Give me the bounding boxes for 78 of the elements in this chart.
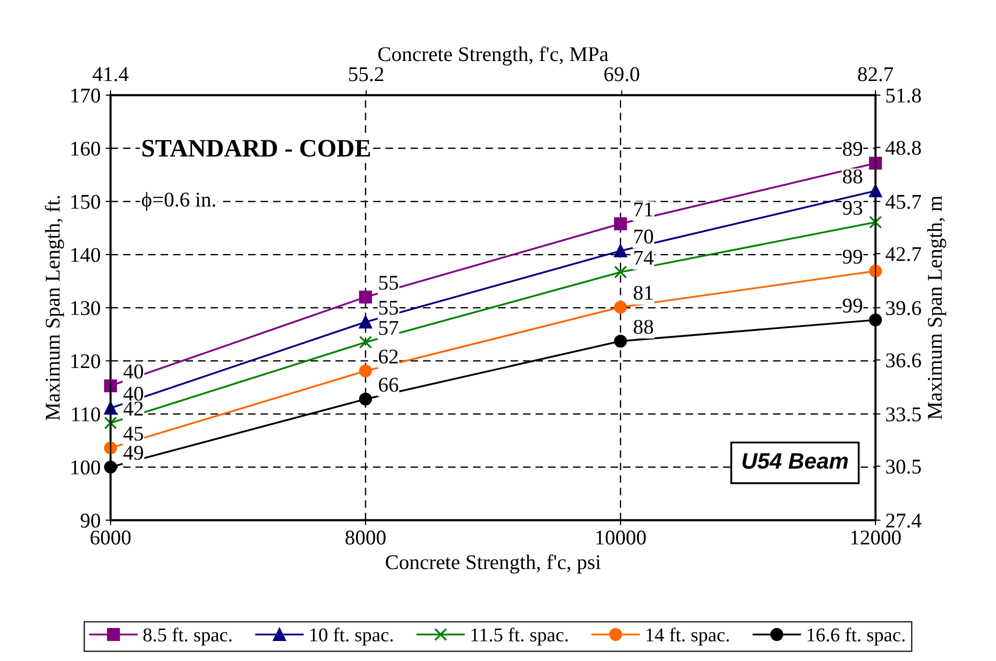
point <box>869 216 882 229</box>
point <box>614 217 627 230</box>
annotation: STANDARD - CODE <box>142 140 370 157</box>
annotation: 49 <box>123 446 144 460</box>
y-tick-label: 110 <box>72 407 100 422</box>
x-axis-title: Concrete Strength, f'c, psi <box>386 554 601 574</box>
y2-tick-label: 42.7 <box>886 247 922 262</box>
x-tick-label: 10000 <box>596 530 646 545</box>
y2-tick-label: 33.5 <box>886 407 921 422</box>
annotation: 66 <box>378 378 398 392</box>
y-tick-label: 160 <box>71 142 100 156</box>
annotation: ϕ=0.6 in. <box>142 192 216 211</box>
annotation: 62 <box>378 350 398 364</box>
y2-tick-label: 48.8 <box>886 140 921 155</box>
x-tick-label: 8000 <box>345 530 386 545</box>
y2-tick-label: 51.8 <box>886 88 921 103</box>
y-axis-title: Maximum Span Length, ft. <box>44 196 64 420</box>
x2-tick-label: 69.0 <box>604 67 640 82</box>
y2-tick-label: 30.5 <box>886 460 921 474</box>
x-tick-label: 6000 <box>90 530 131 545</box>
y-tick-label: 170 <box>71 88 100 103</box>
point <box>869 156 882 170</box>
y2-tick-label: 36.6 <box>886 353 922 368</box>
point <box>869 313 882 326</box>
point <box>869 264 882 278</box>
point <box>359 316 372 328</box>
point <box>359 392 372 406</box>
point <box>614 244 627 258</box>
annotation: 70 <box>634 230 654 244</box>
annotation: 55 <box>379 276 398 290</box>
y2-tick-label: 39.6 <box>886 301 922 316</box>
annotation: 55 <box>379 300 398 315</box>
y2-tick-label: 45.7 <box>886 194 922 209</box>
point <box>359 336 372 349</box>
point <box>869 184 882 198</box>
point <box>104 402 118 415</box>
annotation: 89 <box>842 142 862 156</box>
x2-axis-title: Concrete Strength, f'c, MPa <box>378 46 608 66</box>
legend-label: 11.5 ft. spac. <box>472 628 568 646</box>
annotation: 40 <box>123 364 144 379</box>
point <box>614 334 627 348</box>
y-tick-label: 100 <box>71 460 100 475</box>
annotation: 88 <box>634 320 654 334</box>
point <box>104 460 118 474</box>
annotation: 71 <box>634 202 653 216</box>
point <box>614 300 627 314</box>
y-tick-label: 120 <box>71 354 100 368</box>
y-tick-label: 130 <box>71 301 100 316</box>
x2-tick-label: 41.4 <box>92 67 128 82</box>
point <box>614 266 627 279</box>
annotation: 45 <box>123 426 144 441</box>
annotation: U54 Beam <box>742 453 848 469</box>
y2-axis-title: Maximum Span Length, m <box>927 196 946 420</box>
y-tick-label: 90 <box>80 514 100 528</box>
annotation: 93 <box>842 200 862 215</box>
x2-tick-label: 55.2 <box>349 67 384 82</box>
y-tick-label: 150 <box>71 194 100 209</box>
y2-tick-label: 27.4 <box>886 514 922 528</box>
point <box>359 364 372 378</box>
annotation: 40 <box>123 386 144 401</box>
point <box>104 441 118 454</box>
annotation: 99 <box>842 250 862 264</box>
y-tick-label: 140 <box>71 248 100 262</box>
annotation: 42 <box>123 402 143 416</box>
point <box>104 416 118 430</box>
annotation: 81 <box>634 286 653 300</box>
legend-label: 8.5 ft. spac. <box>143 628 232 646</box>
annotation: 99 <box>842 298 862 313</box>
annotation: 74 <box>634 250 654 265</box>
point <box>104 379 118 392</box>
annotation: 57 <box>379 321 398 335</box>
legend-label: 16.6 ft. spac. <box>808 628 905 646</box>
x-tick-label: 12000 <box>851 530 901 545</box>
point <box>359 290 372 304</box>
x2-tick-label: 82.7 <box>858 67 894 82</box>
legend-label: 14 ft. spac. <box>646 628 729 646</box>
legend-label: 10 ft. spac. <box>310 628 393 646</box>
annotation: 88 <box>842 169 862 184</box>
